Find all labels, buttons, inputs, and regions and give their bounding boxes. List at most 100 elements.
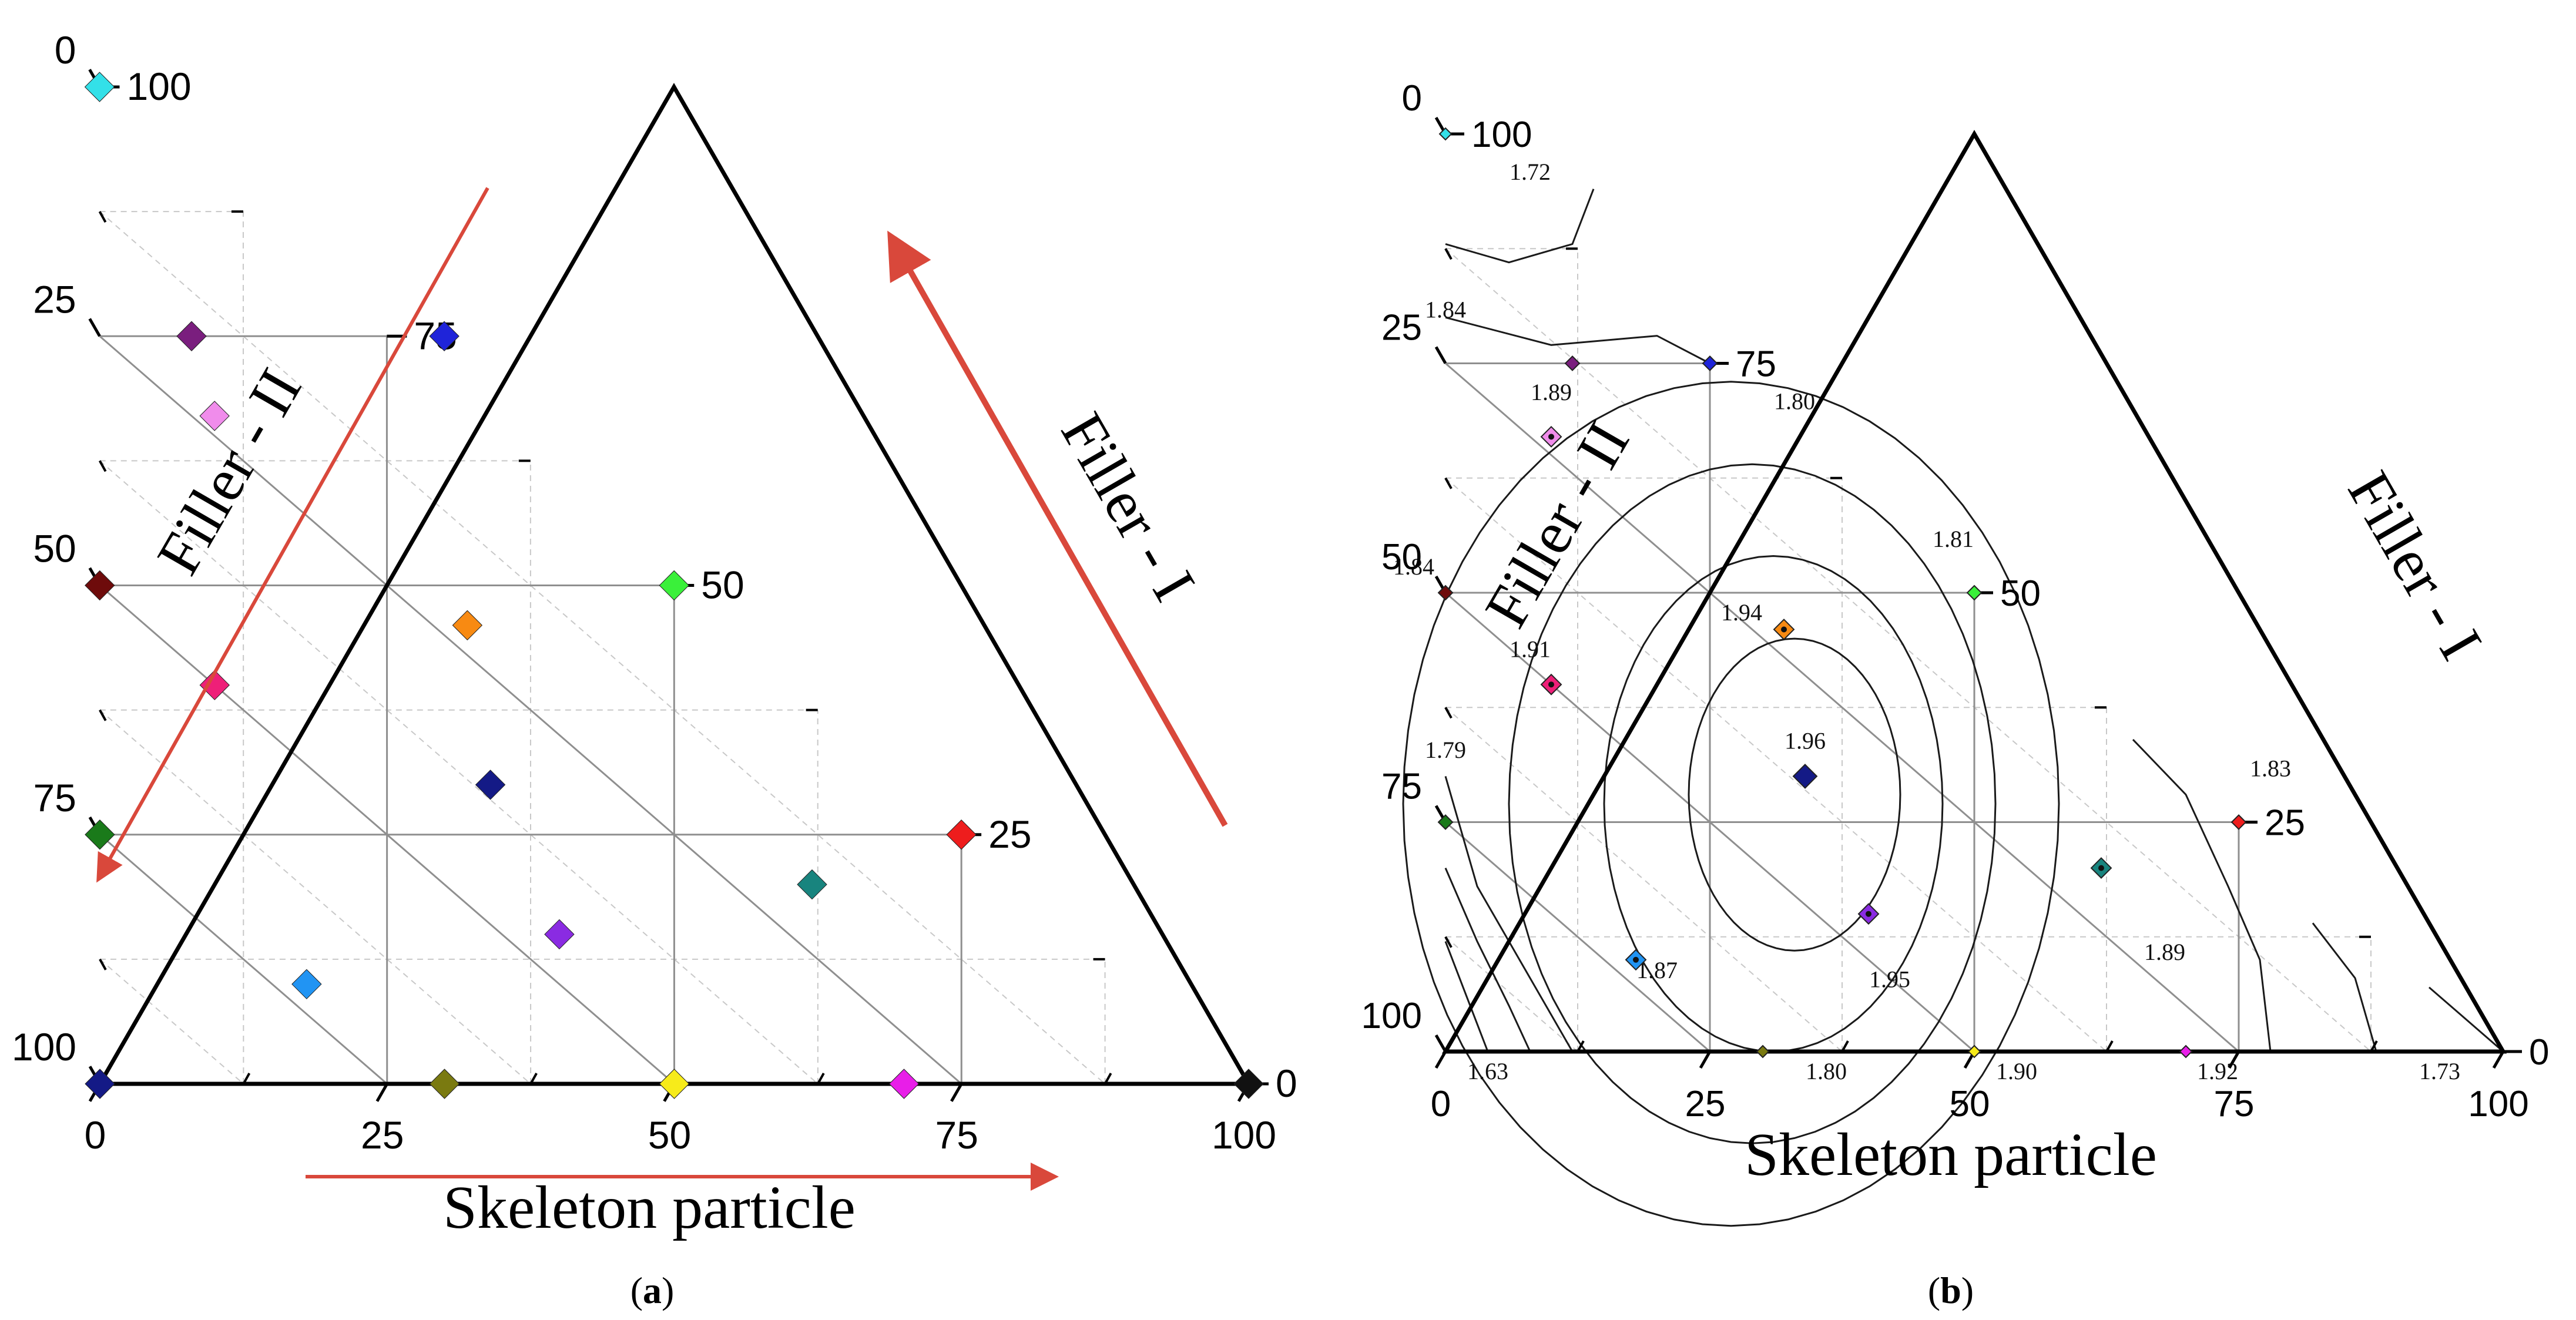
panel-a-bottom-axis-title: Skeleton particle <box>443 1174 856 1241</box>
panel-a-label: (a) <box>630 1269 675 1311</box>
panel-a-grid-line-filler-II <box>99 335 962 1085</box>
panel-b-bottom-minor-tick <box>2105 1040 2114 1052</box>
panel-a-left-minor-tick <box>99 958 107 970</box>
panel-b-left-tick <box>1434 346 1447 364</box>
panel-b-data-point <box>2179 1044 2193 1059</box>
panel-a-bottom-tick-label: 100 <box>1212 1113 1276 1157</box>
panel-b-ternary-contour: 1.72 1.84 1.80 1.89 1.81 1.84 1.94 1.91 1.79 1.96… <box>1361 78 2549 1227</box>
panel-b-minor-grid-line <box>1445 936 1578 1052</box>
panel-b-contour-label: 1.90 <box>1996 1058 2037 1084</box>
panel-b-left-tick-label: 25 <box>1381 308 1422 348</box>
panel-a-minor-grid-line <box>99 709 531 1084</box>
panel-b-bottom-tick-label: 0 <box>1431 1084 1451 1124</box>
panel-b-bottom-tick <box>2228 1050 2240 1069</box>
panel-b-contour-label: 1.63 <box>1467 1058 1508 1084</box>
panel-a-bottom-minor-tick <box>529 1073 538 1084</box>
panel-a-left-axis-title: Filler - II <box>144 358 314 586</box>
panel-a-data-point <box>659 570 689 601</box>
panel-a-bottom-minor-tick <box>242 1073 251 1084</box>
panel-b-contour-label: 1.96 <box>1785 728 1826 754</box>
panel-b-data-point <box>1756 1044 1770 1059</box>
panel-b-bottom-tick-label: 50 <box>1950 1084 1990 1124</box>
panel-a-data-point <box>797 869 827 900</box>
panel-b-data-point-center <box>1548 434 1554 440</box>
panel-a-minor-grid-line <box>99 211 1106 1084</box>
panel-b-bottom-tick-label: 25 <box>1685 1084 1726 1124</box>
panel-a-left-minor-tick <box>99 709 107 721</box>
panel-b-contour-label: 1.80 <box>1806 1058 1847 1084</box>
panel-a-bottom-minor-tick <box>1103 1073 1112 1084</box>
panel-b-contour-label: 1.91 <box>1510 636 1551 662</box>
panel-a-bottom-tick <box>375 1083 388 1102</box>
panel-b-contour-label: 1.83 <box>2250 755 2291 781</box>
panel-b-contour-ring-1 <box>1688 637 1901 952</box>
panel-b-grid-line-filler-II <box>1445 362 2239 1053</box>
panel-b-data-point <box>1702 355 1718 371</box>
panel-b-contour-label: 1.79 <box>1425 737 1466 763</box>
panel-b-bottom-tick-label: 75 <box>2214 1084 2255 1124</box>
panel-b-contour-arc-1 <box>1445 189 1595 264</box>
panel-a-data-point <box>84 72 115 102</box>
panel-a-left-minor-tick <box>98 460 107 472</box>
panel-a-left-minor-tick <box>98 211 107 223</box>
panel-b-contour-label: 1.73 <box>2419 1058 2460 1084</box>
panel-b-contour-label: 1.84 <box>1393 553 1434 580</box>
panel-b-contour-arc-2 <box>1445 316 1710 364</box>
panel-b-contour-label: 1.95 <box>1869 966 1910 993</box>
panel-b-bottom-tick <box>1699 1050 1712 1069</box>
panel-b-left-tick-label: 0 <box>1402 78 1422 119</box>
panel-b-right-tick-label: 25 <box>2265 803 2305 844</box>
panel-a-data-point <box>85 570 115 601</box>
panel-b-contour-arc-8 <box>2132 738 2272 1052</box>
panel-b-contour-arc-7 <box>2312 922 2377 1052</box>
panel-b-minor-grid-line <box>1445 707 1843 1052</box>
panel-a-data-point <box>199 670 230 700</box>
panel-a-bottom-tick <box>950 1083 963 1102</box>
panel-a-left-tick-label: 25 <box>33 277 76 321</box>
panel-a-right-tick-label: 100 <box>127 65 192 108</box>
panel-a-left-tick-label: 100 <box>12 1025 76 1069</box>
panel-b-left-minor-tick <box>1444 936 1453 948</box>
panel-b-bottom-minor-tick <box>1577 1040 1585 1052</box>
panel-a-data-point <box>429 1069 460 1099</box>
panel-b-right-tick-label: 100 <box>1471 115 1532 155</box>
panel-a-data-point <box>429 321 459 351</box>
panel-b-bottom-minor-tick <box>1841 1040 1849 1052</box>
panel-b-contour-label: 1.89 <box>1531 379 1572 405</box>
panel-a-data-point <box>475 770 506 800</box>
panel-a-data-point <box>85 819 115 850</box>
panel-a-data-point <box>659 1069 690 1099</box>
panel-b-right-tick-label: 0 <box>2529 1032 2549 1073</box>
panel-a-data-point <box>946 819 977 850</box>
panel-a-right-tick-label: 50 <box>701 563 744 607</box>
panel-b-right-tick-label: 50 <box>2000 573 2041 614</box>
panel-a-bottom-tick-label: 0 <box>85 1113 106 1157</box>
panel-a-data-point <box>176 321 207 351</box>
panel-a-arrow-filler-II <box>96 187 489 883</box>
panel-b-data-point <box>1967 1044 1981 1059</box>
panel-a-left-tick <box>88 318 101 337</box>
panel-a-bottom-tick-label: 25 <box>361 1113 404 1157</box>
panel-b-bottom-tick-label: 100 <box>2468 1084 2528 1124</box>
panel-b-data-point-center <box>2098 865 2104 871</box>
panel-b-contour-ring-2 <box>1603 555 1944 1053</box>
panel-a-bottom-tick-label: 50 <box>648 1113 691 1157</box>
panel-b-bottom-minor-tick <box>2370 1040 2378 1052</box>
panel-a-grid-line-filler-II <box>99 834 388 1085</box>
panel-b-data-point <box>2230 814 2247 830</box>
panel-a-data-point <box>85 1069 115 1099</box>
panel-b-contour-arc-4 <box>1444 868 1531 1052</box>
panel-a-data-point <box>1233 1069 1264 1099</box>
panel-b-contour-ring-4 <box>1402 381 2060 1227</box>
panel-b-contour-ring-3 <box>1508 463 1997 1144</box>
panel-b-left-axis-title: Filler - II <box>1472 411 1642 639</box>
panel-b-data-point <box>1966 585 1983 601</box>
panel-b-data-point-center <box>1781 626 1787 633</box>
panel-b-data-point <box>1438 127 1453 141</box>
panel-b-bottom-tick <box>2492 1050 2505 1069</box>
panel-b-contour-label: 1.89 <box>2144 939 2185 965</box>
panel-b-left-minor-tick <box>1444 248 1453 260</box>
panel-b-contour-arc-3 <box>1444 775 1574 1052</box>
panel-b-label: (b) <box>1928 1269 1974 1311</box>
